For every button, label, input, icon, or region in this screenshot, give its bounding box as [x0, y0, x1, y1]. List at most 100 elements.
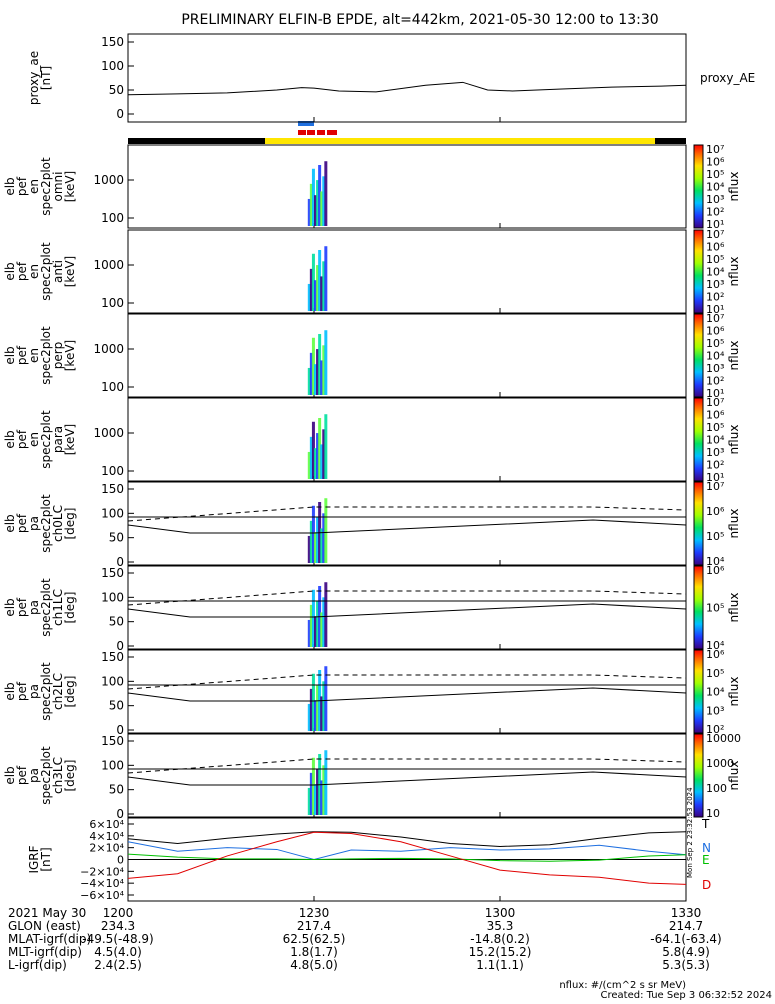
y-axis-label: ch0LC — [51, 505, 65, 542]
spectrogram-column — [311, 253, 315, 311]
footer-value: 15.2(15.2) — [469, 945, 532, 959]
y-tick-label: 50 — [109, 83, 124, 97]
spectrogram-column — [318, 333, 322, 395]
colorbar-label: nflux — [727, 593, 741, 623]
legend-entry: N — [702, 841, 711, 855]
colorbar-label: nflux — [727, 761, 741, 791]
colorbar-tick-label: 10¹ — [706, 471, 724, 484]
loss-cone-line — [127, 519, 687, 534]
spectrogram-column — [322, 681, 326, 731]
series-line-igrf-e — [127, 853, 687, 862]
spectrogram-column — [320, 276, 324, 311]
y-axis-label: IGRF — [27, 845, 41, 873]
y-tick-label: 100 — [101, 296, 124, 310]
footer-value: 62.5(62.5) — [283, 932, 346, 946]
colorbar-tick-label: 10⁶ — [706, 564, 725, 577]
spectrogram-column — [316, 433, 320, 479]
colorbar-tick-label: 10⁴ — [706, 266, 725, 279]
panel-frame — [127, 733, 687, 818]
legend-entry: D — [702, 878, 711, 892]
footer-value: 217.4 — [297, 919, 331, 933]
spectrogram-column — [311, 421, 315, 479]
footer-value: 4.8(5.0) — [290, 958, 338, 972]
spectrogram-column — [318, 249, 322, 311]
colorbar-tick-label: 10² — [706, 459, 724, 472]
spectrogram-column — [311, 589, 315, 647]
spectrogram-column — [320, 696, 324, 731]
spectrogram-pa_ch2 — [127, 666, 687, 731]
y-axis-label: pef — [15, 261, 29, 281]
y-axis-label: [deg] — [63, 676, 77, 708]
panel-en_anti: 1001000elbpefenspec2plotanti[keV]10¹10²1… — [3, 228, 741, 316]
panel-frame — [127, 565, 687, 650]
colorbar-tick-label: 100 — [706, 782, 727, 795]
spectrogram-column — [307, 283, 311, 311]
spectrogram-column — [324, 498, 328, 563]
y-axis-label: spec2plot — [39, 242, 53, 301]
footer-value: 4.5(4.0) — [94, 945, 142, 959]
footer-row-label: L-igrf(dip) — [8, 958, 67, 972]
anti-loss-cone-line — [127, 758, 687, 774]
y-tick-label: 100 — [101, 758, 124, 772]
spectrogram-column — [309, 436, 313, 479]
units-note: nflux: #/(cm^2 s sr MeV) — [559, 980, 686, 991]
spectrogram-column — [314, 532, 317, 563]
y-axis-label: pef — [15, 681, 29, 701]
panel-frame — [127, 481, 687, 566]
spectrogram-column — [320, 444, 324, 479]
y-axis-label: elb — [3, 430, 17, 448]
y-tick-label: 50 — [109, 699, 124, 713]
panel-frame — [127, 313, 687, 398]
spectrogram-column — [322, 513, 326, 563]
y-axis-label: spec2plot — [39, 662, 53, 721]
footer-row-label: 2021 May 30 — [8, 906, 86, 920]
y-tick-label: 2×10⁴ — [89, 842, 124, 855]
panel-frame — [127, 144, 687, 229]
science-zone-red-bar — [307, 130, 315, 135]
colorbar-tick-label: 10⁶ — [706, 409, 725, 422]
y-axis-label: omni — [51, 172, 65, 202]
colorbar-tick-label: 10¹ — [706, 387, 724, 400]
y-axis-label: [keV] — [63, 424, 77, 455]
y-tick-label: 100 — [101, 674, 124, 688]
colorbar-tick-label: 10² — [706, 723, 724, 736]
y-tick-label: 50 — [109, 615, 124, 629]
colorbar-tick-label: 10000 — [706, 732, 741, 745]
spectrogram-pa_ch0 — [127, 498, 687, 563]
footer-value: 1330 — [671, 906, 702, 920]
colorbar-tick-label: 10⁴ — [706, 555, 725, 568]
footer-row-label: MLT-igrf(dip) — [8, 945, 82, 959]
panel-frame — [127, 33, 687, 123]
y-axis-label: en — [27, 179, 41, 194]
y-axis-label: spec2plot — [39, 578, 53, 637]
footer-row-label: GLON (east) — [8, 919, 81, 933]
colorbar-tick-label: 10⁵ — [706, 168, 724, 181]
colorbar-label: nflux — [727, 425, 741, 455]
colorbar — [693, 733, 704, 818]
spectrogram-column — [314, 700, 317, 731]
footer-value: 5.3(5.3) — [662, 958, 710, 972]
y-axis-label: pef — [15, 513, 29, 533]
legend-entry: E — [702, 853, 710, 867]
y-tick-label: 100 — [101, 380, 124, 394]
colorbar-tick-label: 10⁶ — [706, 325, 725, 338]
spectrogram-column — [311, 168, 315, 226]
spectrogram-column — [309, 268, 313, 311]
colorbar-label: nflux — [727, 341, 741, 371]
colorbar-tick-label: 10² — [706, 375, 724, 388]
colorbar-tick-label: 10⁵ — [706, 530, 724, 543]
spectrogram-column — [314, 195, 317, 226]
footer-value: 5.8(4.9) — [662, 945, 710, 959]
colorbar-tick-label: 10⁷ — [706, 480, 724, 493]
y-axis-label: elb — [3, 262, 17, 280]
spectrogram-column — [322, 765, 326, 815]
y-tick-label: 0 — [116, 807, 124, 821]
y-tick-label: 150 — [101, 482, 124, 496]
anti-loss-cone-line — [127, 674, 687, 690]
y-axis-label: elb — [3, 766, 17, 784]
spectrogram-column — [322, 261, 326, 311]
y-axis-label: pa — [27, 768, 41, 783]
panel-en_omni: 1001000elbpefenspec2plotomni[keV]10¹10²1… — [3, 143, 741, 231]
